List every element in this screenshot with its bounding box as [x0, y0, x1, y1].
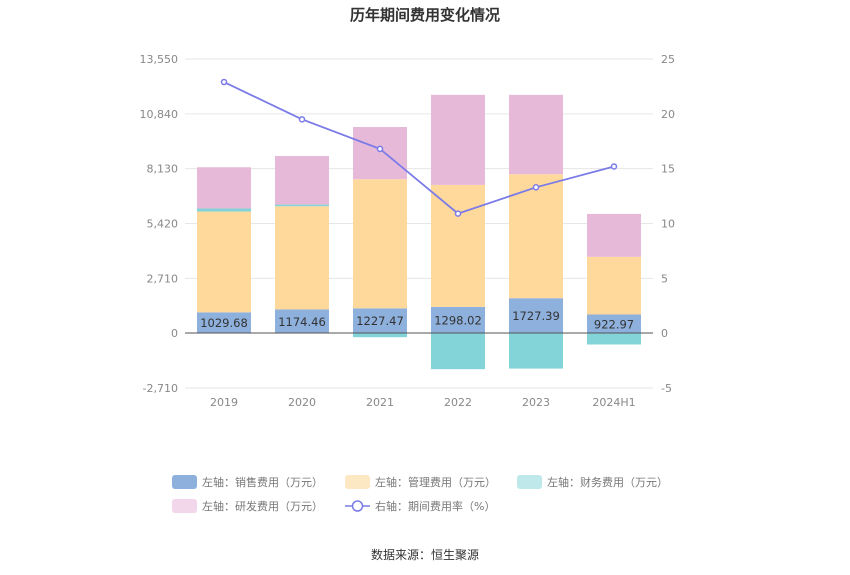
bar-series: [197, 94, 641, 370]
left-tick-label: 0: [171, 327, 178, 340]
bar-segment: [353, 127, 407, 180]
bar-segment: [587, 314, 641, 334]
right-tick-label: 0: [661, 327, 668, 340]
left-axis: 13,550 10,840 8,130 5,420 2,710 0 -2,710: [140, 53, 179, 395]
bar-segment: [587, 213, 641, 257]
left-tick-label: 8,130: [147, 163, 179, 176]
data-label: 1727.39: [512, 309, 560, 323]
bar-segment: [431, 94, 485, 185]
legend-swatch: [517, 475, 542, 489]
bar-segment: [353, 333, 407, 338]
right-tick-label: -5: [661, 382, 672, 395]
legend-marker: [351, 500, 364, 512]
legend-swatch: [172, 475, 197, 489]
right-tick-label: 25: [661, 53, 675, 66]
bar-segment: [275, 156, 329, 205]
bar-segment: [431, 333, 485, 370]
data-label: 922.97: [594, 317, 634, 331]
rate-point: [610, 163, 618, 170]
x-tick-label: 2019: [210, 396, 238, 409]
rate-point: [376, 145, 384, 153]
grid-lines: [185, 58, 653, 389]
bar-segment: [587, 256, 641, 315]
bar-segment: [509, 298, 563, 334]
bar-segment: [431, 306, 485, 334]
x-tick-label: 2024H1: [592, 396, 635, 409]
bar-segment: [275, 206, 329, 310]
rate-point: [454, 210, 462, 217]
x-axis: 2019 2020 2021 2022 2023 2024H1: [210, 396, 636, 409]
left-tick-label: 10,840: [140, 108, 179, 121]
bar-segment: [353, 179, 407, 309]
data-label: 1174.46: [278, 315, 326, 329]
bar-segment: [197, 208, 251, 212]
data-labels: 1029.68 1174.46 1227.47 1298.02 1727.39 922.9…: [200, 309, 634, 331]
right-axis: 25 20 15 10 5 0 -5: [661, 53, 675, 395]
bar-segment: [275, 204, 329, 207]
right-tick-label: 15: [661, 163, 675, 176]
legend-label: 左轴：销售费用（万元）: [202, 475, 323, 489]
right-tick-label: 10: [661, 218, 675, 231]
right-tick-label: 20: [661, 108, 675, 121]
bar-segment: [587, 333, 641, 345]
bar-segment: [197, 211, 251, 313]
rate-point: [298, 116, 306, 123]
right-tick-label: 5: [661, 272, 668, 285]
data-label: 1298.02: [434, 314, 482, 328]
legend-label: 右轴：期间费用率（%）: [375, 499, 495, 513]
bar-segment: [509, 333, 563, 369]
rate-point: [220, 78, 228, 86]
left-tick-label: -2,710: [143, 382, 178, 395]
rate-line-path: [223, 81, 615, 215]
bar-segment: [197, 167, 251, 209]
rate-line: [220, 78, 618, 217]
source-note: 数据来源：恒生聚源: [371, 547, 479, 562]
bar-segment: [431, 184, 485, 307]
legend-swatch: [345, 475, 370, 489]
bar-segment: [197, 312, 251, 334]
bar-segment: [353, 308, 407, 334]
rate-point: [532, 184, 540, 191]
data-label: 1029.68: [200, 316, 248, 330]
chart-title: 历年期间费用变化情况: [350, 6, 500, 24]
data-label: 1227.47: [356, 314, 404, 328]
x-tick-label: 2020: [288, 396, 316, 409]
bar-segment: [509, 94, 563, 175]
legend-swatch: [172, 499, 197, 513]
legend-label: 左轴：财务费用（万元）: [547, 475, 668, 489]
x-tick-label: 2023: [522, 396, 550, 409]
legend-label: 左轴：管理费用（万元）: [375, 475, 496, 489]
legend-label: 左轴：研发费用（万元）: [202, 499, 323, 513]
bar-segment: [509, 174, 563, 299]
left-tick-label: 5,420: [147, 218, 179, 231]
left-tick-label: 13,550: [140, 53, 179, 66]
bar-segment: [275, 309, 329, 334]
x-tick-label: 2021: [366, 396, 394, 409]
left-tick-label: 2,710: [147, 272, 179, 285]
x-tick-label: 2022: [444, 396, 472, 409]
legend: 左轴：销售费用（万元） 左轴：管理费用（万元） 左轴：财务费用（万元） 左轴：研发费用…: [172, 475, 668, 513]
